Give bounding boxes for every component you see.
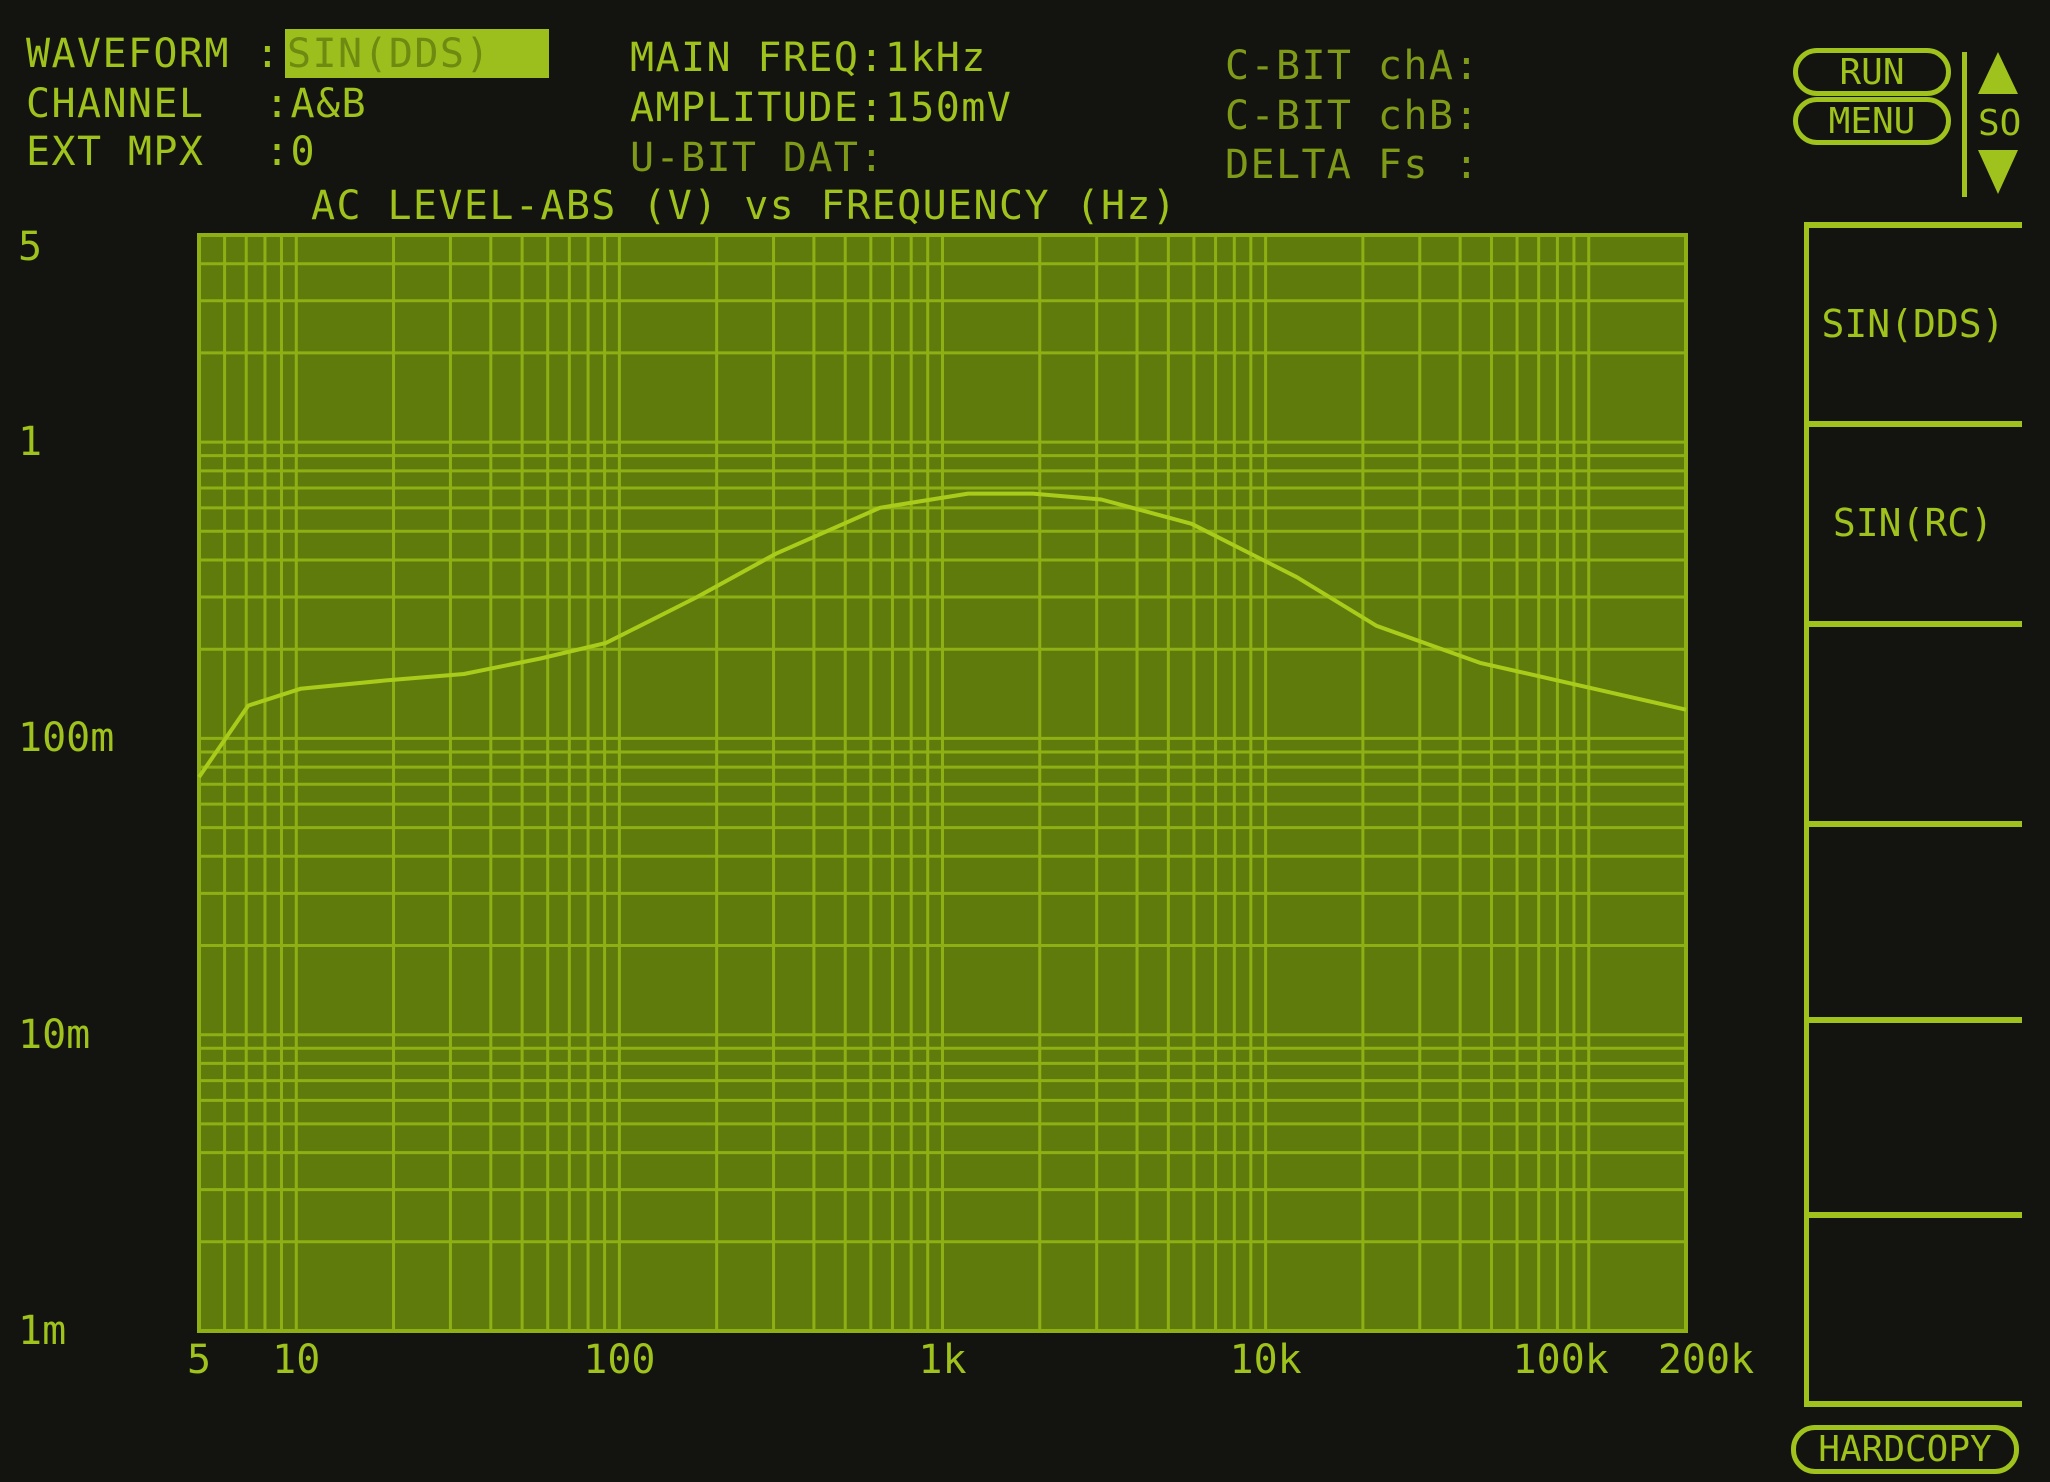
chart-title: AC LEVEL-ABS (V) vs FREQUENCY (Hz) — [311, 183, 1178, 229]
scroll-down-icon[interactable] — [1978, 150, 2018, 194]
u-bit-dat: U-BIT DAT: — [630, 135, 885, 181]
x-tick-label: 100 — [583, 1337, 656, 1383]
ext-mpx-label: EXT MPX — [26, 129, 205, 175]
scroll-label: SO — [1978, 103, 2022, 144]
x-tick-label: 100k — [1512, 1337, 1609, 1383]
channel-label: CHANNEL — [26, 81, 205, 127]
softkey-4[interactable] — [1804, 821, 2022, 1017]
waveform-label: WAVEFORM : — [26, 31, 281, 77]
softkey-3[interactable] — [1804, 621, 2022, 821]
softkey-label: SIN(DDS) — [1821, 301, 2005, 346]
x-tick-label: 200k — [1657, 1337, 1755, 1383]
softkey-6[interactable] — [1804, 1212, 2022, 1401]
plot-border — [197, 233, 1688, 1333]
y-tick-label: 100m — [18, 715, 115, 762]
y-tick-label: 1m — [18, 1308, 67, 1354]
ext-mpx-value: :0 — [265, 129, 316, 175]
x-tick-label: 5 — [186, 1337, 212, 1383]
softkey-1[interactable]: SIN(DDS) — [1804, 222, 2022, 421]
menu-button[interactable]: MENU — [1793, 97, 1951, 145]
hardcopy-label: HARDCOPY — [1818, 1429, 1992, 1470]
channel-value: :A&B — [265, 81, 367, 127]
x-tick-label: 1k — [918, 1337, 967, 1383]
run-label: RUN — [1839, 51, 1905, 93]
c-bit-chb: C-BIT chB: — [1225, 93, 1480, 139]
y-tick-label: 1 — [18, 419, 43, 466]
softkey-5[interactable] — [1804, 1017, 2022, 1212]
menu-label: MENU — [1828, 100, 1916, 142]
x-tick-label: 10 — [272, 1337, 321, 1383]
amplitude: AMPLITUDE:150mV — [630, 85, 1013, 131]
delta-fs: DELTA Fs : — [1225, 142, 1480, 188]
x-tick-label: 10k — [1229, 1337, 1302, 1383]
waveform-value-field[interactable]: SIN(DDS) — [285, 29, 549, 78]
main-freq: MAIN FREQ:1kHz — [630, 35, 987, 81]
softkey-label: SIN(RC) — [1832, 501, 1994, 545]
y-tick-label: 10m — [18, 1011, 91, 1058]
y-tick-label: 5 — [18, 224, 43, 270]
waveform-value: SIN(DDS) — [287, 31, 491, 77]
softkey-bottom-border — [1804, 1401, 2022, 1407]
hardcopy-button[interactable]: HARDCOPY — [1791, 1425, 2019, 1474]
scroll-divider — [1962, 52, 1967, 197]
run-button[interactable]: RUN — [1793, 48, 1951, 96]
scroll-up-icon[interactable] — [1978, 52, 2018, 94]
c-bit-cha: C-BIT chA: — [1225, 43, 1480, 89]
softkey-2[interactable]: SIN(RC) — [1804, 421, 2022, 621]
